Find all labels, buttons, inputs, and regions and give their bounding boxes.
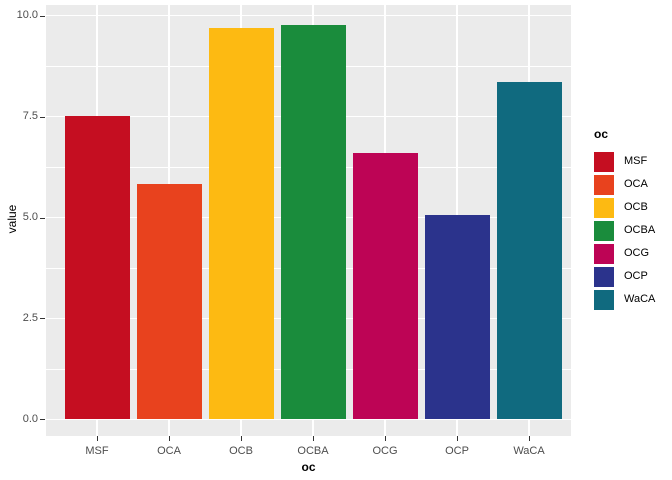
legend-label: OCB — [624, 201, 648, 213]
x-tick-mark — [385, 436, 386, 441]
legend-item-oca: OCA — [594, 174, 648, 197]
plot-panel — [46, 5, 571, 436]
legend-item-ocp: OCP — [594, 266, 648, 289]
legend-item-ocb: OCB — [594, 197, 648, 220]
y-tick-label: 5.0 — [22, 211, 38, 223]
legend-item-ocg: OCG — [594, 243, 649, 266]
legend-items: MSF OCA OCB OCBA OCG OCP WaCA — [594, 151, 655, 312]
x-tick-label: OCBA — [297, 445, 329, 457]
legend-swatch — [594, 267, 614, 287]
x-tick-mark — [529, 436, 530, 441]
y-tick-mark — [40, 116, 45, 118]
major-gridline — [46, 15, 571, 17]
x-tick-mark — [169, 436, 170, 441]
y-tick-mark — [40, 15, 45, 17]
legend-label: WaCA — [624, 293, 656, 305]
legend-label: OCA — [624, 178, 648, 190]
x-tick-label: OCA — [157, 445, 181, 457]
major-gridline — [46, 418, 571, 420]
legend-item-ocba: OCBA — [594, 220, 655, 243]
legend: oc MSF OCA OCB OCBA OCG OCP WaCA — [594, 127, 655, 312]
legend-title: oc — [594, 127, 609, 141]
legend-label: OCP — [624, 270, 648, 282]
legend-swatch — [594, 175, 614, 195]
legend-label: OCBA — [624, 224, 656, 236]
x-tick-mark — [241, 436, 242, 441]
y-tick-mark — [40, 217, 45, 219]
bar-oca — [136, 184, 202, 420]
x-tick-mark — [97, 436, 98, 441]
legend-swatch — [594, 152, 614, 172]
legend-item-waca: WaCA — [594, 289, 655, 312]
x-tick-label: OCG — [372, 445, 398, 457]
legend-swatch — [594, 198, 614, 218]
y-tick-label: 10.0 — [16, 9, 38, 22]
x-tick-label: OCP — [445, 445, 469, 457]
y-tick-label: 2.5 — [22, 311, 38, 324]
bar-ocp — [424, 215, 490, 420]
legend-item-msf: MSF — [594, 151, 647, 174]
y-tick-mark — [40, 419, 45, 421]
y-axis-title: value — [5, 204, 19, 234]
legend-swatch — [594, 290, 614, 310]
legend-label: MSF — [624, 155, 648, 167]
x-tick-mark — [457, 436, 458, 441]
x-tick-label: MSF — [85, 445, 109, 457]
x-tick-label: OCB — [229, 445, 253, 457]
bar-ocba — [280, 25, 346, 420]
y-tick-mark — [40, 318, 45, 320]
legend-label: OCG — [624, 247, 650, 259]
legend-swatch — [594, 244, 614, 264]
legend-swatch — [594, 221, 614, 241]
y-tick-label: 7.5 — [22, 110, 38, 123]
y-tick-label: 0.0 — [22, 412, 38, 425]
bar-ocb — [208, 28, 274, 420]
bar-ocg — [352, 152, 418, 420]
bar-waca — [496, 81, 562, 420]
x-tick-mark — [313, 436, 314, 441]
bar-msf — [64, 115, 130, 420]
x-axis-title: oc — [301, 460, 316, 474]
x-tick-label: WaCA — [513, 445, 545, 457]
